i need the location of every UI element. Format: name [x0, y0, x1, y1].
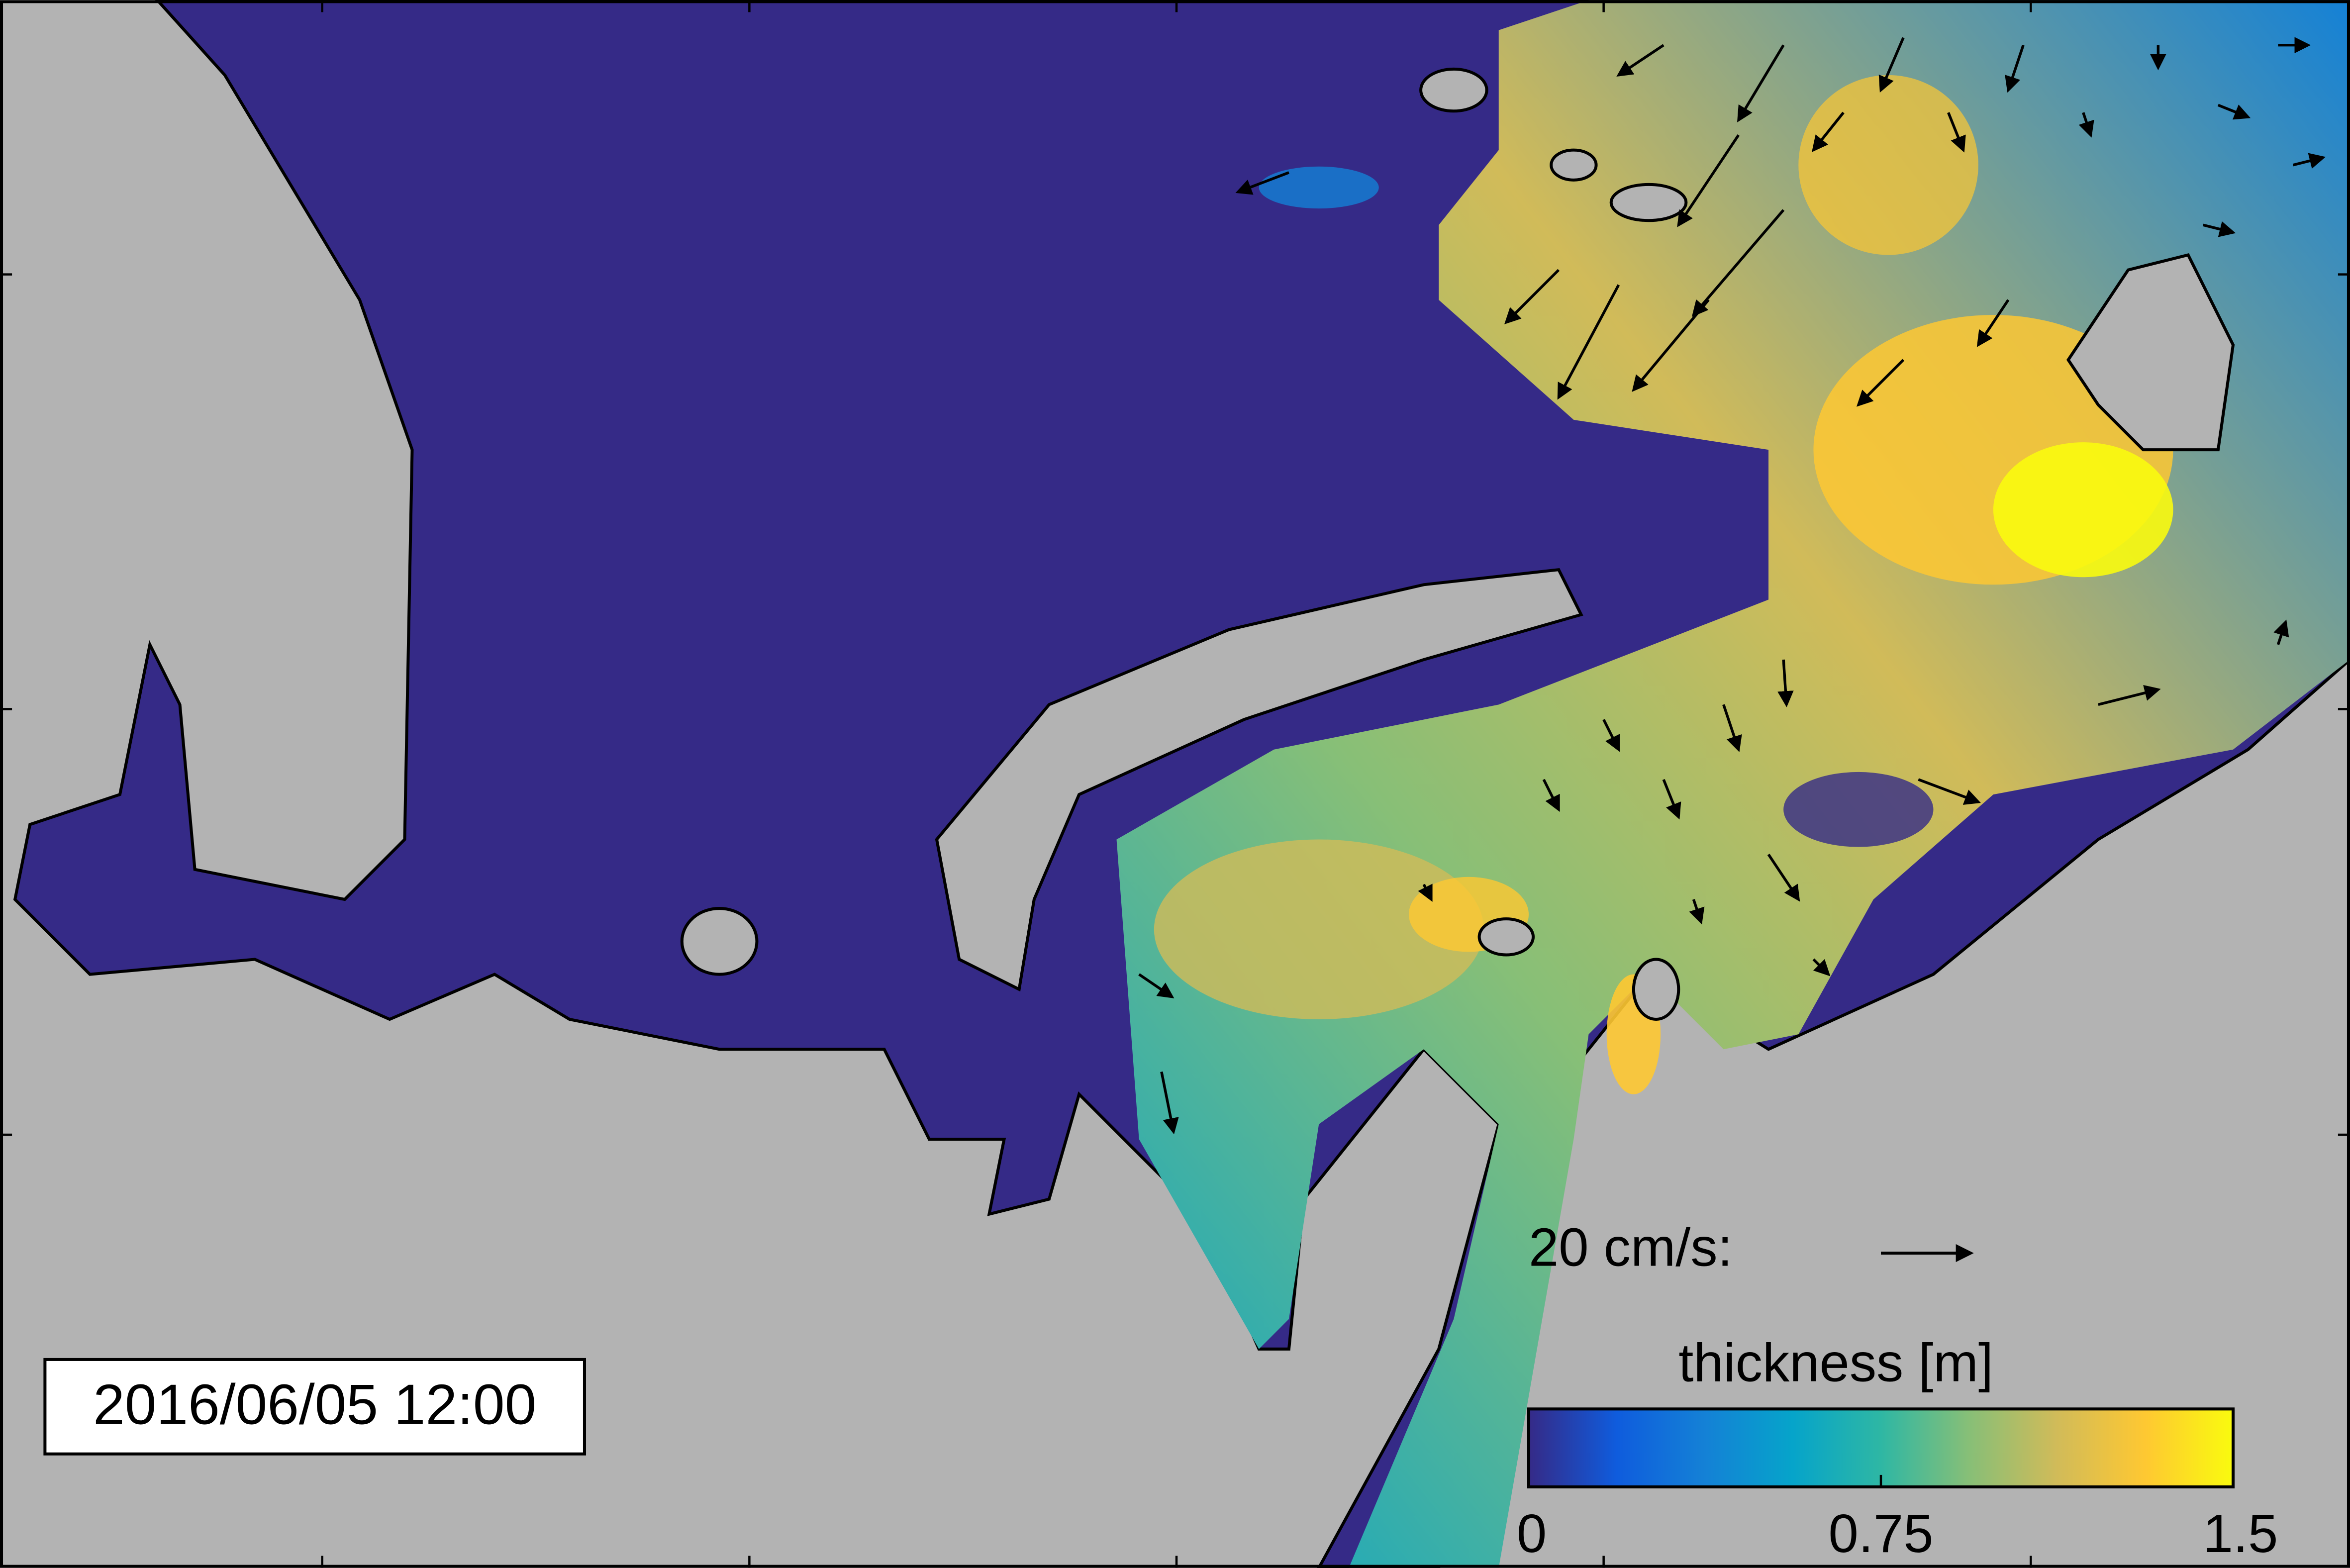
drift-arrow: [1767, 854, 1800, 902]
drift-arrow: [2098, 685, 2161, 706]
colorbar-ticks: 0 0.75 1.5: [1517, 1474, 2278, 1564]
drift-arrow: [1557, 284, 1620, 400]
drift-arrows: [1138, 37, 2326, 1135]
drift-arrow: [2078, 112, 2094, 138]
island: [1632, 958, 1680, 1021]
drift-arrow: [1632, 299, 1710, 392]
drift-arrow: [2203, 221, 2236, 237]
peninsula: [935, 568, 1583, 992]
timestamp: 2016/06/05 12:00: [93, 1373, 536, 1437]
drift-arrow: [1737, 44, 1785, 122]
island: [1419, 67, 1488, 113]
colorbar-tick-label: 0.75: [1828, 1503, 1933, 1564]
drift-arrow: [1689, 899, 1705, 925]
drift-arrow: [2273, 619, 2289, 645]
drift-arrow: [1235, 171, 1289, 195]
open-water: [1783, 772, 1934, 847]
drift-arrow: [1918, 778, 1981, 805]
drift-arrow: [2217, 103, 2251, 120]
drift-arrow: [1976, 299, 2010, 347]
thick-ice: [1993, 442, 2173, 578]
island: [2066, 253, 2235, 452]
drift-arrow: [1947, 112, 1966, 153]
colorbar-tick-label: 1.5: [2203, 1503, 2278, 1564]
drift-arrow: [1160, 1071, 1179, 1135]
drift-arrow: [1856, 359, 1905, 407]
island: [680, 907, 759, 976]
timestamp-box: [43, 1358, 586, 1456]
drift-arrow: [1616, 44, 1665, 77]
drift-arrow: [1602, 719, 1620, 752]
drift-arrow: [1542, 779, 1560, 812]
drift-arrow: [2005, 44, 2025, 93]
sea-ice-patch: [1259, 166, 1379, 209]
island: [1550, 148, 1598, 182]
thick-ice: [1798, 75, 1978, 255]
drift-arrow: [1812, 111, 1845, 152]
drift-arrow: [1138, 973, 1175, 998]
drift-arrow: [2292, 153, 2326, 169]
thick-ice: [1154, 839, 1484, 1020]
drift-arrow: [1777, 659, 1794, 707]
drift-arrow: [1691, 209, 1785, 317]
drift-arrow: [1677, 134, 1740, 227]
drift-arrow: [1722, 704, 1742, 752]
island: [1477, 917, 1535, 957]
colorbar-tick-label: 0: [1517, 1503, 1547, 1564]
island: [1609, 183, 1688, 222]
scale-label: 20 cm/s:: [1529, 1217, 1733, 1277]
drift-arrow: [1418, 883, 1433, 902]
colorbar-title: thickness [m]: [1678, 1333, 1993, 1393]
drift-arrow: [1662, 779, 1681, 820]
colorbar: [1527, 1407, 2235, 1488]
drift-arrow: [1504, 269, 1560, 324]
drift-arrow: [1812, 958, 1831, 977]
drift-arrow: [1878, 37, 1905, 93]
